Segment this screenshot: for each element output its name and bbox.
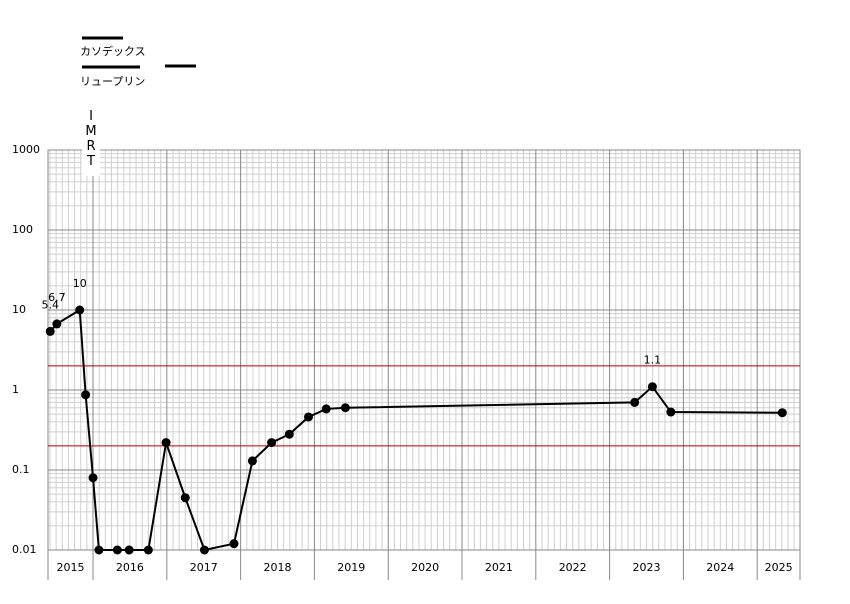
data-point <box>284 429 294 439</box>
data-label: 5.4 <box>41 298 59 311</box>
x-tick-label: 2019 <box>337 561 365 574</box>
x-tick-label: 2021 <box>485 561 513 574</box>
data-point <box>247 456 257 466</box>
data-line <box>49 308 783 552</box>
x-tick-label: 2015 <box>57 561 85 574</box>
data-point <box>94 545 104 555</box>
data-point <box>124 545 134 555</box>
data-point <box>81 390 91 400</box>
y-tick-label: 0.1 <box>12 463 30 476</box>
treatment-label: リュープリン <box>80 75 145 88</box>
data-point <box>340 403 350 413</box>
data-point <box>52 319 62 329</box>
y-tick-label: 0.01 <box>12 543 37 556</box>
data-label: 10 <box>73 277 87 290</box>
data-label: 6.7 <box>48 291 66 304</box>
plot-area: 0.01 0.1 1 10 100 1000 2015 2016 2017 2018 2019 202… <box>12 143 801 580</box>
data-point <box>267 438 277 448</box>
data-point <box>199 545 209 555</box>
y-tick-label: 10 <box>12 303 26 316</box>
data-point <box>229 539 239 549</box>
data-point <box>112 545 122 555</box>
x-tick-label: 2025 <box>765 561 793 574</box>
label-bg <box>82 108 100 176</box>
x-tick-label: 2023 <box>633 561 661 574</box>
data-point <box>143 545 153 555</box>
data-point <box>647 382 657 392</box>
x-tick-label: 2022 <box>559 561 587 574</box>
data-point <box>304 412 314 422</box>
data-point <box>777 408 787 418</box>
data-point <box>321 404 331 414</box>
data-point <box>75 305 85 315</box>
data-point <box>161 438 171 448</box>
data-point <box>630 397 640 407</box>
data-label: 1.1 <box>644 354 662 367</box>
data-point <box>45 326 55 336</box>
x-tick-label: 2018 <box>264 561 292 574</box>
data-point <box>666 407 676 417</box>
y-tick-label: 100 <box>12 223 33 236</box>
treatment-label: カソデックス <box>80 44 146 58</box>
data-point <box>180 493 190 503</box>
data-point <box>88 473 98 483</box>
x-tick-label: 2024 <box>706 561 734 574</box>
plot-border <box>47 149 801 551</box>
x-tick-label: 2017 <box>190 561 218 574</box>
x-tick-label: 2020 <box>411 561 439 574</box>
y-tick-label: 1000 <box>12 143 40 156</box>
x-tick-label: 2016 <box>116 561 144 574</box>
y-tick-label: 1 <box>12 383 19 396</box>
